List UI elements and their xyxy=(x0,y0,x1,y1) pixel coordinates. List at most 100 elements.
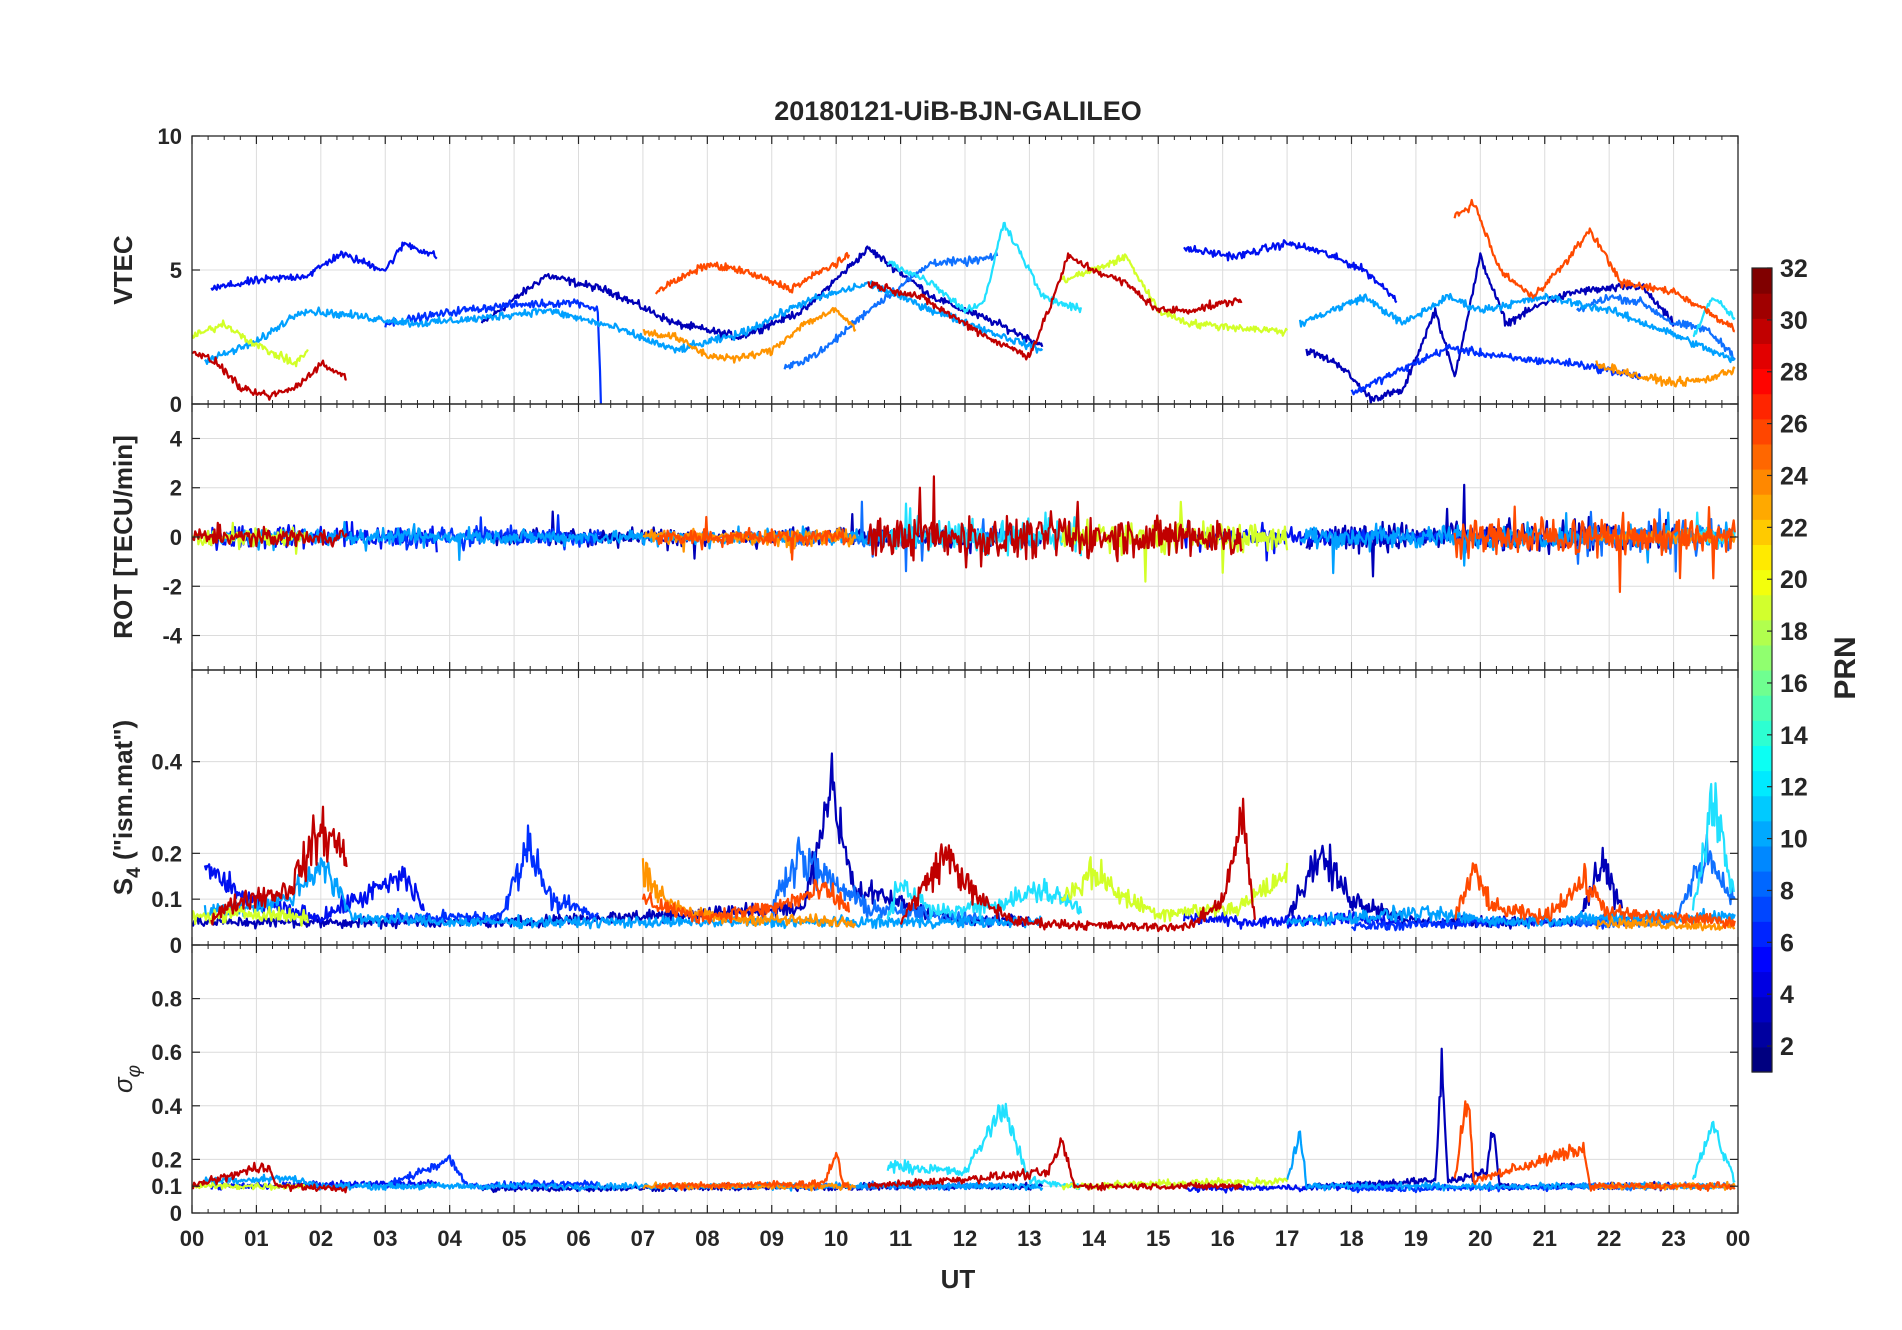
x-tick-label: 07 xyxy=(631,1226,655,1251)
colorbar-tick-label: 12 xyxy=(1780,774,1808,802)
series-prn-5-vtec-seg0 xyxy=(384,298,602,404)
colorbar-swatch xyxy=(1752,1046,1772,1073)
chart-title: 20180121-UiB-BJN-GALILEO xyxy=(774,96,1142,126)
x-tick-label: 22 xyxy=(1597,1226,1621,1251)
x-tick-label: 21 xyxy=(1533,1226,1557,1251)
series-prn-31-sigphi-seg1 xyxy=(867,1137,1243,1192)
x-axis: 00 01 02 03 04 05 06 07 08 09 10 11 12 13 14 15 16 17 18 19… xyxy=(180,1226,1750,1251)
panel-sigphi: 00.10.2 0.4 0.6 0.8 σφ xyxy=(108,944,1739,1226)
colorbar-swatch xyxy=(1752,871,1772,897)
colorbar-swatch xyxy=(1752,971,1772,998)
x-tick-label: 19 xyxy=(1404,1226,1428,1251)
series-prn-31-vtec-seg1 xyxy=(867,252,1243,361)
series-prn-13-vtec-seg1 xyxy=(1692,297,1736,338)
series-prn-31-rot-seg0 xyxy=(192,521,348,548)
colorbar-swatch xyxy=(1752,720,1772,746)
colorbar-swatch xyxy=(1752,393,1772,420)
series-prn-2-vtec-seg0 xyxy=(480,245,1044,348)
x-tick-label: 01 xyxy=(244,1226,268,1251)
x-tick-label: 00 xyxy=(180,1226,204,1251)
x-tick-label: 13 xyxy=(1017,1226,1041,1251)
colorbar-swatch xyxy=(1752,820,1772,847)
colorbar-tick-label: 14 xyxy=(1780,722,1808,750)
grid-vtec xyxy=(191,135,1739,405)
colorbar-frame xyxy=(1751,267,1773,1073)
grid-sigphi xyxy=(191,945,1739,1214)
y-axis-label-vtec: VTEC xyxy=(108,235,138,305)
colorbar-tick-label: 22 xyxy=(1780,514,1808,542)
series-prn-13-s4-seg1 xyxy=(1691,782,1735,911)
x-tick-label: 20 xyxy=(1468,1226,1492,1251)
colorbar-swatch xyxy=(1752,644,1772,671)
series-prn-4-vtec-seg0 xyxy=(210,241,438,291)
colorbar-swatch xyxy=(1752,845,1772,872)
x-tick-label: 00 xyxy=(1726,1226,1750,1251)
y-tick-label: 0 xyxy=(170,392,182,417)
y-axis-label-sigphi: σφ xyxy=(108,1065,145,1093)
colorbar-swatch xyxy=(1752,443,1772,470)
colorbar-swatch xyxy=(1752,1021,1772,1048)
colorbar-tick-label: 30 xyxy=(1780,307,1808,335)
x-tick-label: 05 xyxy=(502,1226,526,1251)
x-tick-label: 14 xyxy=(1082,1226,1107,1251)
x-tick-label: 18 xyxy=(1339,1226,1363,1251)
colorbar-swatch xyxy=(1752,469,1772,495)
series-vtec xyxy=(192,198,1736,404)
y-label-rest: ("ism.mat") xyxy=(108,720,138,867)
series-prn-22-vtec-seg0 xyxy=(642,306,857,364)
series-prn-2-sigphi-seg1 xyxy=(1305,1047,1675,1192)
y-tick-label: 0.1 xyxy=(151,887,182,912)
series-prn-13-sigphi-seg1 xyxy=(1691,1120,1736,1183)
y-label-main: S xyxy=(108,878,138,895)
y-axis-label-s4: S4 ("ism.mat") xyxy=(108,720,145,895)
series-prn-19-s4-seg1 xyxy=(1060,856,1289,923)
series-prn-25-sigphi-seg1 xyxy=(1453,1100,1736,1192)
series-prn-5-s4-seg0 xyxy=(384,824,599,925)
series-prn-11-vtec-seg1 xyxy=(1298,292,1736,364)
x-tick-label: 16 xyxy=(1210,1226,1234,1251)
x-tick-label: 12 xyxy=(953,1226,977,1251)
colorbar-swatch xyxy=(1752,318,1772,344)
series-prn-22-s4-seg1 xyxy=(1595,915,1736,932)
panel-rot: -4 -2 0 2 4 ROT [TECU/min] xyxy=(108,403,1739,671)
y-label-main: σ xyxy=(108,1076,138,1093)
panel-s4: 00.10.20.4S4 ("ism.mat") xyxy=(108,669,1739,958)
series-prn-19-vtec-seg0 xyxy=(192,319,309,368)
series-prn-22-s4-seg0 xyxy=(641,858,857,929)
colorbar-tick-label: 8 xyxy=(1780,877,1794,905)
y-tick-label: 0 xyxy=(170,525,182,550)
colorbar-label: PRN xyxy=(1829,636,1862,699)
series-prn-19-vtec-seg1 xyxy=(1061,253,1289,337)
colorbar-swatch xyxy=(1752,293,1772,319)
series-prn-2-vtec-seg1 xyxy=(1305,252,1675,404)
colorbar-swatch xyxy=(1752,695,1772,721)
colorbar-swatch xyxy=(1752,594,1772,621)
x-tick-label: 10 xyxy=(824,1226,848,1251)
y-tick-label: -4 xyxy=(162,624,182,649)
y-tick-label: 5 xyxy=(170,258,182,283)
colorbar-swatch xyxy=(1752,519,1772,545)
x-axis-label: UT xyxy=(941,1264,976,1294)
colorbar-tick-label: 26 xyxy=(1780,411,1808,439)
series-prn-25-vtec-seg1 xyxy=(1453,198,1736,333)
series-prn-11-vtec-seg0 xyxy=(204,280,1044,365)
colorbar-tick-label: 4 xyxy=(1780,981,1794,1009)
colorbar-swatch xyxy=(1752,670,1772,696)
x-tick-label: 03 xyxy=(373,1226,397,1251)
y-tick-label: 0 xyxy=(170,1201,182,1226)
series-s4 xyxy=(192,752,1736,933)
colorbar-swatch xyxy=(1752,544,1772,571)
grid-s4 xyxy=(191,670,1739,946)
y-tick-label: 0 xyxy=(170,933,182,958)
x-tick-label: 08 xyxy=(695,1226,719,1251)
y-tick-label: 10 xyxy=(158,124,182,149)
y-tick-label: 0.2 xyxy=(151,1147,182,1172)
series-prn-31-s4-seg0 xyxy=(210,805,348,926)
colorbar-swatch xyxy=(1752,619,1772,646)
series-rot xyxy=(192,475,1736,594)
series-prn-13-rot-seg0 xyxy=(886,502,1083,557)
colorbar-swatch xyxy=(1752,795,1772,822)
series-prn-4-rot-seg1 xyxy=(1182,519,1397,562)
